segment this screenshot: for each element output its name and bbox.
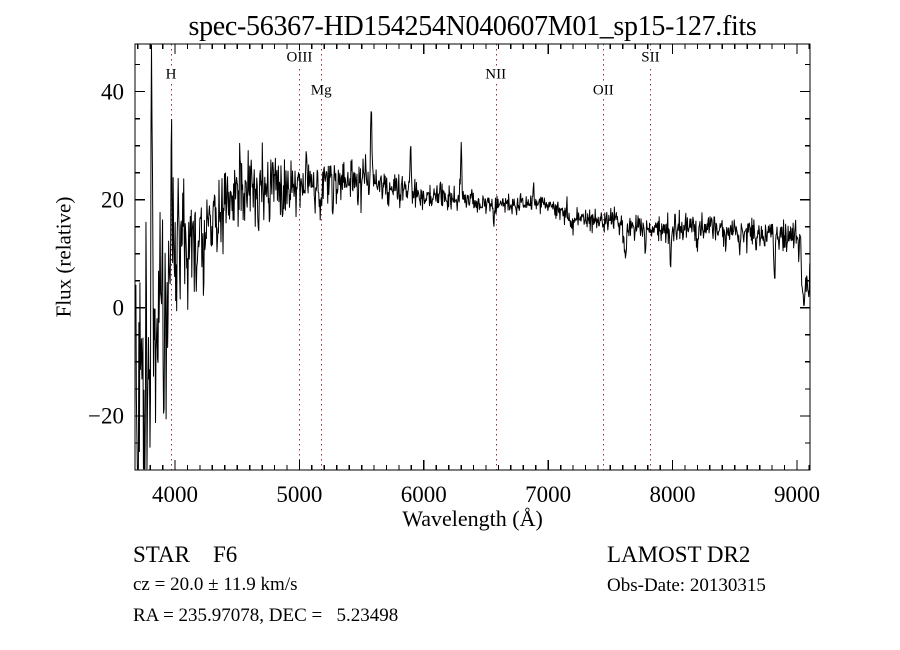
plot-title: spec-56367-HD154254N040607M01_sp15-127.f… (188, 11, 757, 42)
plot-frame (134, 43, 811, 471)
x-axis-label: Wavelength (Å) (402, 506, 543, 531)
ra-dec-text: RA = 235.97078, DEC = 5.23498 (133, 605, 399, 626)
cz-text: cz = 20.0 ± 11.9 km/s (133, 574, 298, 595)
spectrum-trace (134, 44, 811, 470)
classification-text: STAR F6 (133, 542, 238, 567)
spectral-line-markers (171, 44, 651, 470)
survey-text: LAMOST DR2 (607, 542, 751, 567)
obs-date-text: Obs-Date: 20130315 (607, 575, 766, 596)
